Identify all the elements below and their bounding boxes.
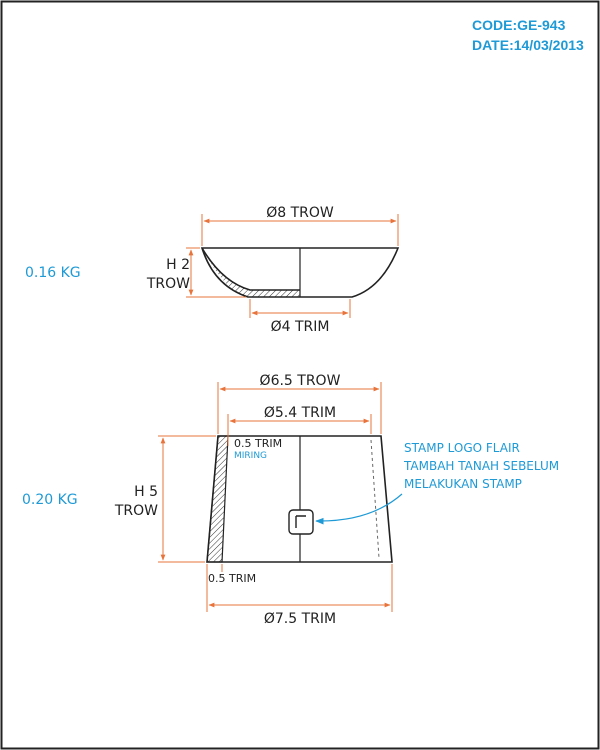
cup-top-outer-diameter-label: Ø6.5 TROW bbox=[260, 373, 341, 389]
cup-wall-bottom-label: 0.5 TRIM bbox=[208, 572, 256, 585]
cup-height-label-line2: TROW bbox=[114, 503, 158, 519]
stamp-logo-icon bbox=[288, 509, 314, 535]
stamp-note-line2: TAMBAH TANAH SEBELUM bbox=[403, 459, 559, 473]
cup-inner-wall-hidden bbox=[370, 439, 380, 559]
drawing-code: CODE:GE-943 bbox=[472, 17, 566, 33]
bowl-weight: 0.16 KG bbox=[25, 265, 81, 281]
cup-dimensions: Ø6.5 TROW Ø5.4 TRIM 0.5 TRIM MIRING H 5 … bbox=[114, 373, 393, 627]
bowl-height-label-line1: H 2 bbox=[166, 257, 190, 273]
stamp-note: STAMP LOGO FLAIR TAMBAH TANAH SEBELUM ME… bbox=[315, 441, 559, 525]
bowl-outline bbox=[200, 247, 400, 298]
cup-top-inner-diameter-label: Ø5.4 TRIM bbox=[264, 405, 336, 421]
stamp-logo-glyph bbox=[295, 515, 306, 528]
cup-bottom-diameter-label: Ø7.5 TRIM bbox=[264, 611, 336, 627]
cup-outline bbox=[206, 435, 393, 563]
cup-height-label-line1: H 5 bbox=[134, 484, 158, 500]
stamp-note-leader-arrow bbox=[315, 493, 403, 525]
bowl-inner-curve bbox=[201, 247, 300, 291]
bowl-dimensions: Ø8 TROW H 2 TROW Ø4 TRIM bbox=[146, 205, 399, 335]
bowl-height-label-line2: TROW bbox=[146, 276, 190, 292]
bowl-base-diameter-label: Ø4 TRIM bbox=[271, 319, 330, 335]
bowl-drawing bbox=[200, 247, 400, 298]
cup-wall-section bbox=[206, 435, 229, 563]
drawing-date: DATE:14/03/2013 bbox=[472, 37, 584, 53]
cup-weight: 0.20 KG bbox=[22, 492, 78, 508]
stamp-note-line1: STAMP LOGO FLAIR bbox=[404, 441, 520, 455]
cup-wall-top-label: 0.5 TRIM bbox=[234, 437, 282, 450]
cup-drawing bbox=[206, 435, 393, 563]
cup-wall-top-note: MIRING bbox=[234, 451, 267, 461]
stamp-note-line3: MELAKUKAN STAMP bbox=[404, 477, 522, 491]
bowl-top-diameter-label: Ø8 TROW bbox=[266, 205, 334, 221]
bowl-wall-section bbox=[202, 248, 300, 297]
